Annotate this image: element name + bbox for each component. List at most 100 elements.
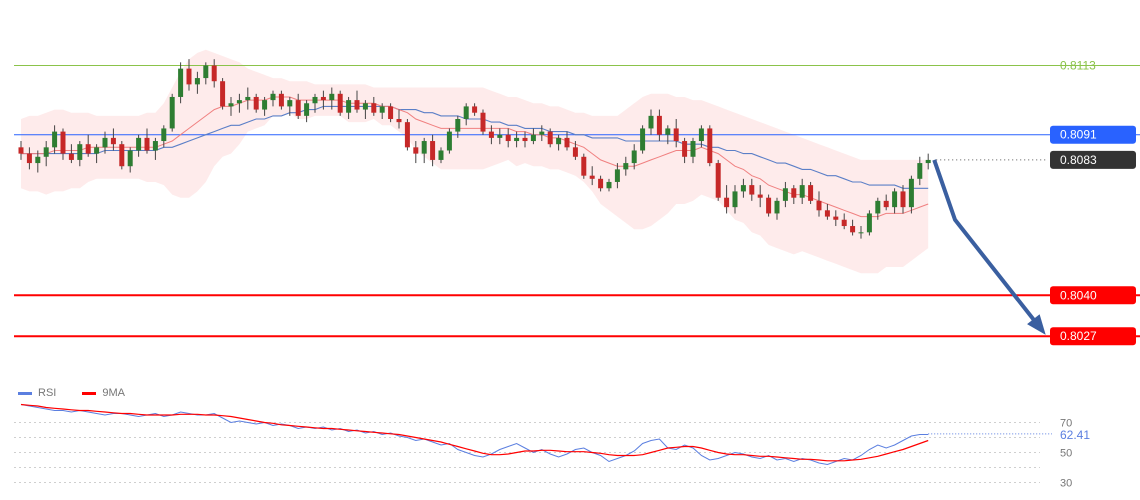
candle	[60, 128, 66, 160]
candle	[883, 194, 889, 211]
candle-body	[287, 100, 293, 107]
candle	[749, 178, 755, 201]
candle	[430, 134, 436, 167]
candle-body	[749, 185, 755, 195]
candle-body	[52, 131, 58, 148]
candle	[824, 204, 830, 220]
candle-body	[581, 156, 587, 176]
rsi-series-9ma	[20, 403, 929, 462]
candle-body	[908, 178, 914, 208]
candle	[556, 134, 562, 151]
candle	[690, 137, 696, 164]
candle-body	[917, 163, 923, 179]
candle	[337, 90, 343, 116]
candle	[539, 125, 545, 142]
level-badge-3	[1050, 286, 1136, 305]
candle	[514, 131, 520, 148]
candle-body	[833, 216, 839, 220]
candle-body	[110, 137, 116, 145]
candle-body	[362, 103, 368, 110]
candle-body	[404, 122, 410, 148]
candle	[169, 93, 175, 132]
price-chart: 0.8113 0.8091 0.8083 0.8040 0.8027	[14, 49, 1140, 346]
candle-body	[698, 128, 704, 142]
level-label-0: 0.8113	[1060, 58, 1096, 72]
candle-body	[446, 131, 452, 151]
candle-body	[346, 100, 352, 113]
candle	[295, 93, 301, 119]
ma-slow-line	[21, 105, 929, 189]
candle	[245, 87, 251, 110]
projection-arrow	[932, 159, 1044, 332]
candle	[875, 197, 881, 220]
candle	[270, 90, 276, 107]
candle	[320, 90, 326, 110]
candle	[211, 59, 217, 88]
candle	[505, 128, 511, 148]
candle	[497, 128, 503, 145]
candle	[236, 93, 242, 113]
level-label-3: 0.8040	[1060, 288, 1097, 302]
candle-body	[203, 65, 209, 79]
candle	[388, 103, 394, 123]
candle	[354, 90, 360, 113]
candle-body	[757, 194, 763, 198]
candle-body	[421, 141, 427, 154]
candle-body	[60, 131, 66, 154]
candle-body	[77, 144, 83, 160]
candle-body	[707, 128, 713, 164]
candle-body	[816, 200, 822, 211]
candle	[791, 185, 797, 204]
candle-body	[26, 153, 32, 164]
rsi-tick-1: 50	[1060, 448, 1072, 460]
candle	[203, 62, 209, 85]
candle	[178, 62, 184, 104]
candle-body	[572, 147, 578, 157]
candle-body	[791, 188, 797, 198]
candle	[850, 219, 856, 236]
candle-body	[665, 128, 671, 135]
candle-body	[43, 147, 49, 157]
candle-body	[68, 153, 74, 160]
candle	[572, 141, 578, 160]
candle-body	[900, 191, 906, 208]
candle-body	[94, 147, 100, 154]
candle-body	[228, 103, 234, 107]
candle	[446, 128, 452, 154]
candle-body	[480, 112, 486, 132]
candle	[522, 131, 528, 148]
candle	[866, 210, 872, 236]
candle-body	[152, 141, 158, 151]
candle-body	[766, 197, 772, 214]
candle	[547, 128, 553, 148]
candle-body	[354, 100, 360, 110]
candle	[858, 226, 864, 239]
candle	[371, 96, 377, 116]
candle-body	[505, 134, 511, 142]
candle	[799, 178, 805, 204]
candle-body	[194, 78, 200, 85]
candle-body	[262, 100, 268, 110]
ma-fast-line	[21, 96, 929, 218]
candle	[757, 185, 763, 208]
candle-body	[497, 134, 503, 138]
candle	[396, 109, 402, 129]
level-label-1: 0.8091	[1060, 128, 1097, 142]
candle-body	[379, 106, 385, 113]
candle	[136, 134, 142, 157]
candle	[766, 194, 772, 217]
candle	[472, 103, 478, 116]
candle-body	[656, 115, 662, 135]
candle-body	[774, 200, 780, 214]
candle-body	[514, 137, 520, 142]
candle-body	[925, 159, 931, 164]
candle-body	[312, 96, 318, 104]
candle-body	[304, 103, 310, 116]
candle	[908, 175, 914, 214]
level-badge-2	[1050, 150, 1136, 169]
candle	[312, 93, 318, 113]
candle-body	[799, 185, 805, 198]
candle	[673, 119, 679, 148]
